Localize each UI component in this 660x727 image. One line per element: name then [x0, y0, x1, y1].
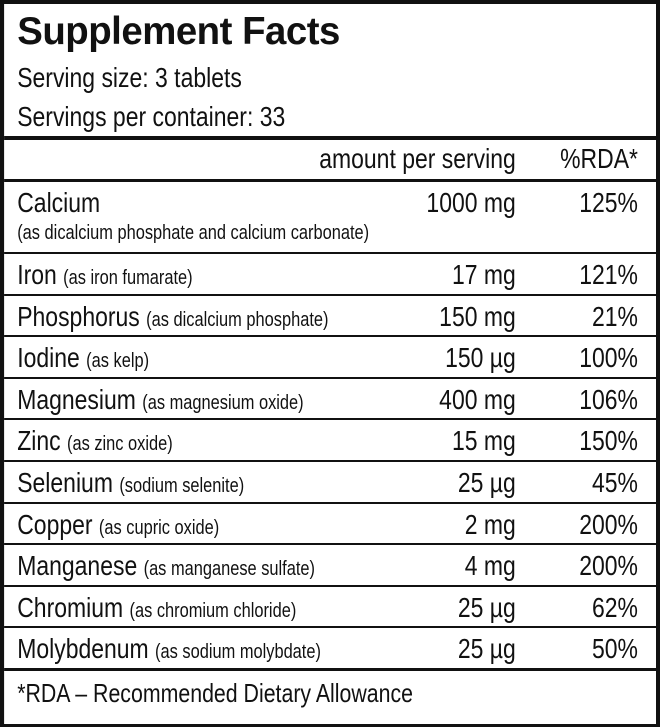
- nutrient-amount: 400 mg: [439, 383, 516, 415]
- nutrient-name: Iron: [17, 259, 57, 290]
- nutrient-source: (as cupric oxide): [98, 516, 220, 539]
- nutrient-source: (as magnesium oxide): [142, 391, 304, 414]
- nutrient-name: Magnesium: [17, 383, 136, 415]
- nutrient-row: Calcium (as dicalcium phosphate and calc…: [4, 182, 657, 254]
- nutrient-name-wrap: Iron (as iron fumarate): [17, 259, 192, 291]
- nutrient-rda: 100%: [579, 342, 638, 374]
- label-header: Supplement Facts Serving size: 3 tablets…: [4, 4, 657, 140]
- nutrient-source: (as iron fumarate): [63, 267, 193, 289]
- label-title: Supplement Facts: [17, 10, 340, 53]
- nutrient-rda: 121%: [579, 259, 638, 290]
- servings-per-container: Servings per container: 33: [17, 101, 286, 132]
- nutrient-source: (as manganese sulfate): [143, 558, 315, 581]
- nutrient-row: Magnesium (as magnesium oxide) 400 mg 106…: [4, 379, 657, 421]
- nutrient-name: Zinc: [17, 425, 61, 457]
- nutrient-name-wrap: Iodine (as kelp): [17, 342, 149, 374]
- nutrient-name-wrap: Copper (as cupric oxide): [17, 509, 219, 541]
- nutrient-rda: 45%: [592, 466, 638, 498]
- nutrient-amount: 17 mg: [451, 259, 516, 290]
- nutrient-amount: 25 µg: [457, 591, 516, 623]
- nutrient-rda: 150%: [579, 425, 638, 457]
- nutrient-rda: 200%: [579, 508, 638, 540]
- nutrient-amount: 25 µg: [457, 466, 516, 498]
- nutrient-amount: 1000 mg: [426, 187, 516, 218]
- nutrient-name: Molybdenum: [17, 633, 149, 665]
- nutrient-row: Selenium (sodium selenite) 25 µg 45%: [4, 462, 657, 504]
- nutrient-row: Zinc (as zinc oxide) 15 mg 150%: [4, 420, 657, 462]
- nutrient-rda: 21%: [592, 300, 638, 332]
- nutrient-source: (as kelp): [86, 350, 150, 373]
- nutrient-rda: 106%: [579, 383, 638, 415]
- nutrient-amount: 150 µg: [445, 342, 516, 374]
- nutrient-source: (as dicalcium phosphate and calcium carb…: [17, 222, 370, 244]
- nutrient-name: Phosphorus: [17, 300, 140, 332]
- nutrient-row: Chromium (as chromium chloride) 25 µg 62%: [4, 587, 657, 629]
- nutrient-amount: 2 mg: [464, 508, 516, 540]
- nutrient-rda: 62%: [592, 591, 638, 623]
- nutrient-name-wrap: Manganese (as manganese sulfate): [17, 550, 315, 582]
- nutrient-name-wrap: Selenium (sodium selenite): [17, 467, 244, 499]
- nutrient-source: (as chromium chloride): [129, 599, 297, 622]
- nutrient-rda: 50%: [592, 633, 638, 665]
- nutrient-name: Chromium: [17, 591, 124, 623]
- nutrient-name: Selenium: [17, 466, 113, 498]
- nutrient-amount: 4 mg: [464, 550, 516, 582]
- nutrient-row: Molybdenum (as sodium molybdate) 25 µg 50…: [4, 628, 657, 671]
- amount-column-header: amount per serving: [319, 143, 516, 174]
- nutrient-name-wrap: Molybdenum (as sodium molybdate): [17, 633, 321, 665]
- footnote: *RDA – Recommended Dietary Allowance: [4, 671, 656, 722]
- serving-size: Serving size: 3 tablets: [17, 62, 242, 93]
- nutrient-amount: 15 mg: [451, 425, 516, 457]
- nutrient-source: (as zinc oxide): [66, 433, 173, 456]
- nutrient-row: Copper (as cupric oxide) 2 mg 200%: [4, 504, 657, 546]
- nutrient-name-wrap: Chromium (as chromium chloride): [17, 592, 296, 624]
- nutrient-amount: 150 mg: [439, 300, 516, 332]
- nutrient-rda: 125%: [579, 187, 638, 218]
- nutrient-row: Iron (as iron fumarate) 17 mg 121%: [4, 254, 657, 296]
- column-header: amount per serving %RDA*: [4, 140, 657, 182]
- nutrient-source: (sodium selenite): [119, 474, 245, 497]
- nutrient-row: Manganese (as manganese sulfate) 4 mg 200…: [4, 545, 657, 587]
- nutrient-name: Iodine: [17, 342, 80, 374]
- nutrient-source: (as sodium molybdate): [155, 641, 321, 664]
- nutrient-amount: 25 µg: [457, 633, 516, 665]
- nutrient-name-wrap: Zinc (as zinc oxide): [17, 425, 172, 457]
- nutrient-name-wrap: Phosphorus (as dicalcium phosphate): [17, 301, 328, 333]
- nutrient-source: (as dicalcium phosphate): [146, 308, 329, 331]
- nutrient-name: Manganese: [17, 550, 138, 582]
- nutrient-name: Copper: [17, 508, 93, 540]
- nutrient-rda: 200%: [579, 550, 638, 582]
- nutrient-row: Phosphorus (as dicalcium phosphate) 150 m…: [4, 296, 657, 338]
- footnote-text: *RDA – Recommended Dietary Allowance: [17, 677, 414, 708]
- nutrient-name-wrap: Magnesium (as magnesium oxide): [17, 384, 303, 416]
- rda-column-header: %RDA*: [560, 143, 638, 174]
- nutrient-row: Iodine (as kelp) 150 µg 100%: [4, 337, 657, 379]
- nutrient-name: Calcium: [17, 187, 101, 218]
